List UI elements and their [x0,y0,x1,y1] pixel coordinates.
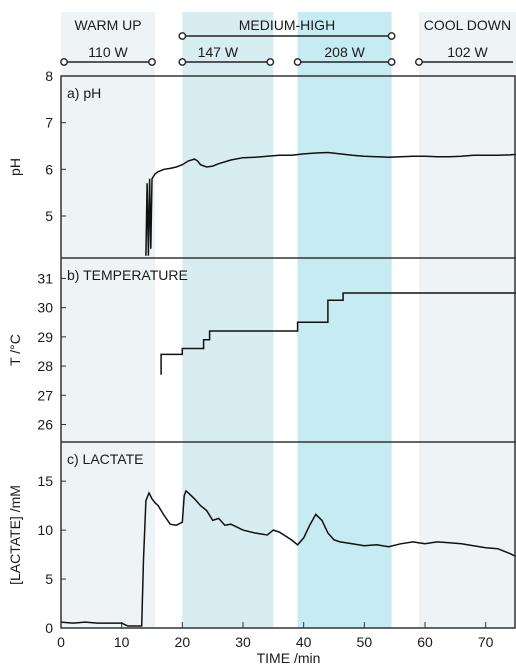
y-tick-label: 0 [45,620,53,636]
phase-bands [61,12,516,628]
x-tick-label: 50 [357,634,373,650]
x-axis-label-time: TIME /min [257,650,321,666]
phase-brackets [60,32,513,66]
bracket-147w [178,58,275,66]
bracket-208w [293,58,396,66]
power-label-147: 147 W [198,44,239,60]
y-ticks-lactate: 15 10 5 0 [37,473,66,636]
x-tick-label: 30 [235,634,251,650]
power-label-110: 110 W [88,44,128,60]
phase-header: WARM UP MEDIUM-HIGH COOL DOWN 110 W 147 … [60,17,513,66]
power-label-208: 208 W [324,44,365,60]
y-tick-label: 26 [37,416,53,432]
panel-ph: a) pH pH 8 7 6 5 [7,68,516,256]
x-tick-label: 40 [296,634,312,650]
y-tick-label: 15 [37,473,53,489]
y-axis-label-ph: pH [7,158,23,176]
panel-label-lactate: c) LACTATE [67,451,144,467]
y-tick-label: 5 [45,571,53,587]
band-208w [297,12,392,628]
panel-frames [60,75,516,629]
phase-label-medium-high: MEDIUM-HIGH [239,17,335,33]
panel-temperature: b) TEMPERATURE T /°C 31 30 29 28 27 26 [7,267,516,432]
y-tick-label: 8 [45,68,53,84]
band-warm-up [61,12,156,628]
y-tick-label: 28 [37,358,53,374]
temperature-series-line [160,292,516,375]
bracket-110w [60,58,156,66]
plot-frame [60,75,516,629]
y-tick-label: 30 [37,300,53,316]
y-tick-label: 5 [45,208,53,224]
bracket-102w [415,58,513,66]
lactate-series-line [60,489,516,627]
panel-label-ph: a) pH [67,85,101,101]
x-tick-label: 20 [175,634,191,650]
band-cool-down [418,12,516,628]
x-tick-label: 0 [57,634,65,650]
x-ticks-time: 0 10 20 30 40 50 60 70 [57,622,494,650]
y-tick-label: 10 [37,522,53,538]
x-tick-label: 10 [114,634,130,650]
y-tick-label: 29 [37,329,53,345]
y-tick-label: 6 [45,161,53,177]
x-tick-label: 70 [478,634,494,650]
y-tick-label: 27 [37,387,53,403]
power-label-102: 102 W [447,44,488,60]
phase-label-warm-up: WARM UP [74,17,141,33]
band-147w [182,12,274,628]
phase-label-cool-down: COOL DOWN [424,17,511,33]
panel-label-temperature: b) TEMPERATURE [67,267,188,283]
x-tick-label: 60 [417,634,433,650]
y-axis-label-temperature: T /°C [7,334,23,366]
ph-series-line [145,151,516,256]
y-tick-label: 31 [37,270,53,286]
bracket-medium-high [178,32,396,40]
y-axis-label-lactate: [LACTATE] /mM [7,485,23,585]
y-ticks-temperature: 31 30 29 28 27 26 [37,270,66,432]
y-tick-label: 7 [45,115,53,131]
